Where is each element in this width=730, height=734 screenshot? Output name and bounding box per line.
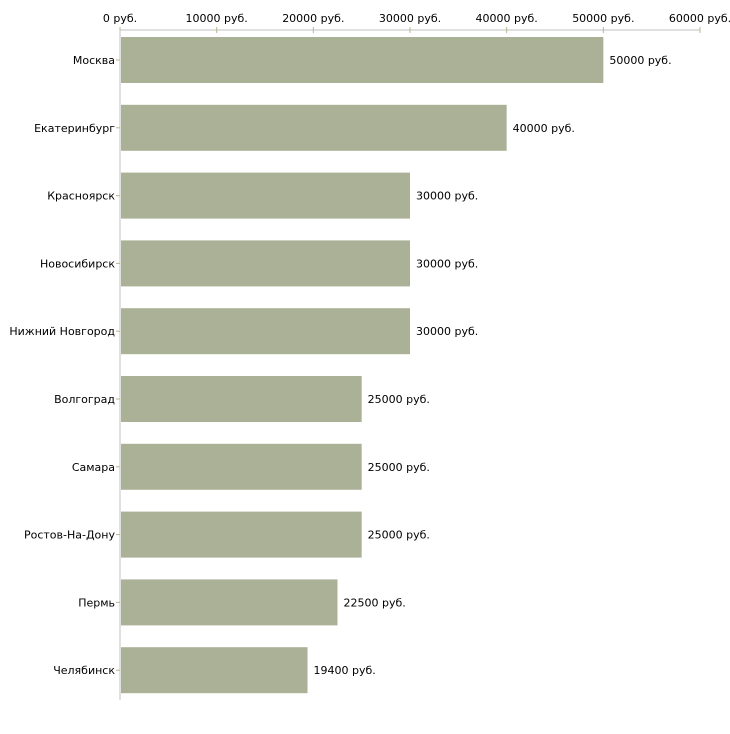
x-tick-label: 40000 руб.	[476, 12, 538, 25]
bar-value-label: 50000 руб.	[609, 54, 671, 67]
category-label: Новосибирск	[40, 257, 115, 270]
bar	[121, 172, 410, 219]
category-label: Москва	[73, 54, 115, 67]
bar-value-label: 22500 руб.	[344, 596, 406, 609]
bar	[121, 240, 410, 287]
bar	[121, 579, 338, 626]
bar-value-label: 25000 руб.	[368, 393, 430, 406]
bar-value-label: 19400 руб.	[314, 664, 376, 677]
bar	[121, 511, 362, 558]
x-axis: 0 руб. 10000 руб. 20000 руб. 30000 руб. 4000…	[103, 12, 730, 33]
bar	[121, 443, 362, 490]
category-label: Екатеринбург	[34, 122, 115, 135]
x-tick-label: 60000 руб.	[669, 12, 730, 25]
bar-value-label: 25000 руб.	[368, 529, 430, 542]
bars: 50000 руб. 40000 руб. 30000 руб. 30000 руб.…	[121, 37, 672, 694]
category-label: Красноярск	[47, 190, 115, 203]
bar-value-label: 25000 руб.	[368, 461, 430, 474]
bar	[121, 37, 604, 83]
bar-value-label: 30000 руб.	[416, 325, 478, 338]
y-axis: Москва Екатеринбург Красноярск Новосибирск Н…	[9, 30, 121, 700]
category-label: Самара	[72, 461, 115, 474]
x-tick-label: 50000 руб.	[572, 12, 634, 25]
bar	[121, 376, 362, 422]
category-label: Нижний Новгород	[9, 325, 115, 338]
x-tick-label: 0 руб.	[103, 12, 137, 25]
x-tick-label: 10000 руб.	[186, 12, 248, 25]
category-label: Челябинск	[53, 664, 115, 677]
bar	[121, 104, 507, 151]
bar	[121, 308, 410, 355]
category-label: Пермь	[78, 596, 115, 609]
category-label: Ростов-На-Дону	[24, 529, 115, 542]
x-tick-label: 20000 руб.	[282, 12, 344, 25]
bar-value-label: 30000 руб.	[416, 190, 478, 203]
category-label: Волгоград	[54, 393, 115, 406]
bar-value-label: 40000 руб.	[513, 122, 575, 135]
bar	[121, 647, 308, 694]
x-tick-label: 30000 руб.	[379, 12, 441, 25]
bar-value-label: 30000 руб.	[416, 257, 478, 270]
